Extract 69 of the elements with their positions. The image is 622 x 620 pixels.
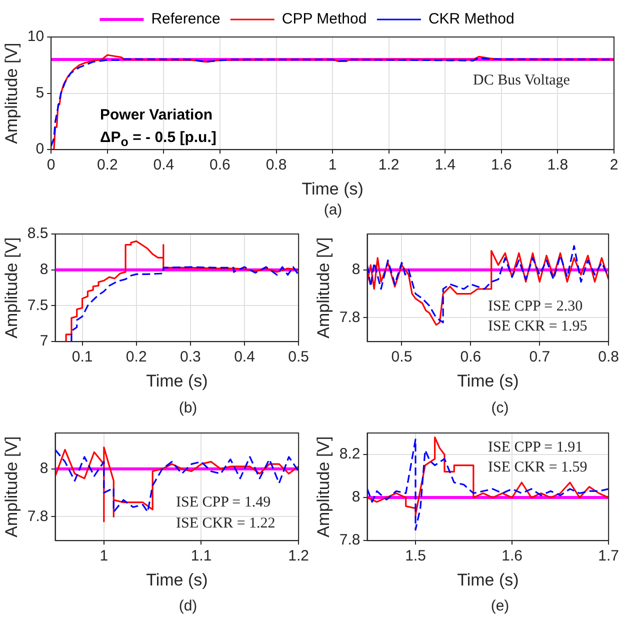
- x-tick-label: 0.6: [460, 348, 482, 366]
- y-axis-title: Amplitude [V]: [2, 237, 21, 338]
- annotation: ISE CPP = 1.49: [176, 494, 271, 512]
- annotation: ISE CKR = 1.59: [488, 460, 588, 476]
- x-tick-label: 0.5: [288, 348, 310, 366]
- y-tick-label: 8: [40, 261, 48, 278]
- x-tick-label: 2: [610, 156, 618, 174]
- annotation: DC Bus Voltage: [473, 72, 570, 90]
- x-tick-label: 0.6: [210, 156, 230, 174]
- y-tick-label: 7.8: [27, 508, 48, 525]
- y-axis-title: Amplitude [V]: [314, 237, 333, 338]
- x-tick-label: 0.3: [180, 348, 201, 366]
- annotation: ISE CPP = 2.30: [488, 298, 583, 316]
- text: (e): [490, 598, 510, 614]
- x-tick-label: 1.5: [405, 548, 426, 565]
- line-series: [55, 448, 299, 513]
- text: (c): [491, 400, 509, 416]
- x-tick-label: 1: [328, 156, 337, 174]
- x-tick-label: 0.8: [266, 156, 287, 174]
- y-axis-title: Amplitude [V]: [2, 42, 21, 144]
- y-tick-label: 8: [40, 460, 48, 478]
- line-series: [367, 438, 609, 531]
- text: (d): [178, 598, 198, 614]
- x-axis-title: Time (s): [457, 570, 519, 590]
- y-axis-title: Amplitude [V]: [2, 436, 21, 538]
- x-axis-title: Time (s): [457, 371, 519, 390]
- x-tick-label: 1.6: [490, 156, 512, 174]
- y-tick-label: 7: [40, 332, 48, 350]
- text: (b): [178, 400, 198, 416]
- x-tick-label: 1.2: [288, 548, 310, 565]
- annotation: ISE CKR = 1.95: [488, 318, 588, 336]
- x-tick-label: 1.7: [598, 548, 620, 565]
- legend-label: CPP Method: [282, 10, 367, 28]
- y-tick-label: 7.8: [339, 308, 360, 326]
- annotation: ΔP$_{o}$ = - 0.5 [p.u.]: [100, 129, 216, 149]
- x-tick-label: 1.1: [190, 548, 212, 565]
- y-tick-label: 10: [27, 28, 44, 46]
- x-tick-label: 0.5: [391, 348, 412, 366]
- x-tick-label: 1.4: [434, 156, 456, 174]
- y-tick-label: 0: [36, 140, 44, 158]
- annotation: ISE CKR = 1.22: [176, 516, 276, 532]
- x-axis-title: Time (s): [146, 570, 208, 590]
- y-tick-label: 7.8: [339, 532, 360, 549]
- x-tick-label: 0.4: [234, 348, 255, 366]
- legend-label: CKR Method: [428, 10, 514, 28]
- x-tick-label: 0.8: [598, 348, 620, 366]
- x-axis-title: Time (s): [302, 179, 364, 198]
- y-tick-label: 8: [352, 261, 360, 278]
- y-tick-label: 8: [352, 488, 360, 506]
- x-tick-label: 1.6: [502, 548, 522, 565]
- line-series: [70, 266, 299, 342]
- annotation: ISE CPP = 1.91: [488, 440, 583, 456]
- x-tick-label: 0.7: [529, 348, 550, 366]
- annotation: Power Variation: [100, 106, 213, 124]
- x-tick-label: 1.2: [378, 156, 400, 174]
- x-tick-label: 1: [100, 548, 108, 565]
- x-tick-label: 0.2: [96, 156, 118, 174]
- y-tick-label: 8.5: [27, 225, 48, 242]
- y-tick-label: 8.2: [339, 446, 360, 463]
- text: (a): [324, 202, 342, 218]
- legend-label: Reference: [151, 10, 220, 28]
- y-tick-label: 7.5: [27, 296, 48, 314]
- x-tick-label: 0.1: [72, 348, 93, 366]
- y-axis-title: Amplitude [V]: [314, 436, 333, 538]
- x-tick-label: 1.8: [547, 156, 568, 174]
- y-tick-label: 5: [36, 84, 44, 102]
- x-tick-label: 0.2: [126, 348, 147, 366]
- x-tick-label: 0.4: [153, 156, 174, 174]
- x-axis-title: Time (s): [146, 371, 208, 390]
